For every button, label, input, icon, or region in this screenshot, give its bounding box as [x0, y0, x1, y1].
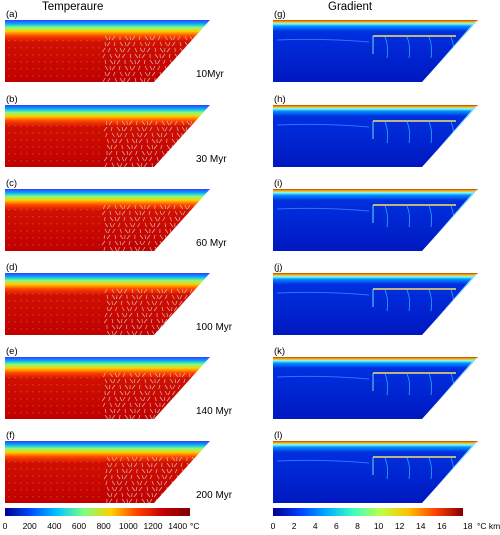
- temperature-field: [5, 20, 210, 82]
- temperature-field: [5, 273, 210, 335]
- panel-label-b: (b): [6, 94, 18, 105]
- time-label: 140 Myr: [196, 406, 233, 417]
- temperature-colorbar-tick: 400: [47, 521, 62, 531]
- temperature-colorbar-tick: 0: [2, 521, 8, 531]
- panel-label-j: (j): [274, 262, 283, 273]
- gradient-field: [273, 105, 478, 167]
- gradient-colorbar-tick: 14: [416, 521, 426, 531]
- temperature-colorbar-tick: 1400: [168, 521, 188, 531]
- gradient-colorbar-tick: 2: [291, 521, 297, 531]
- temperature-field-panel: [5, 189, 210, 251]
- temperature-field: [5, 105, 210, 167]
- temperature-field-panel: [5, 105, 210, 167]
- gradient-field-panel: [273, 441, 478, 503]
- gradient-field: [273, 273, 478, 335]
- gradient-colorbar-unit: °C km-1: [477, 521, 500, 531]
- panel-label-h: (h): [274, 94, 286, 105]
- time-label: 30 Myr: [196, 154, 227, 165]
- temperature-colorbar-tick: 200: [22, 521, 37, 531]
- temperature-field-panel: [5, 357, 210, 419]
- temperature-colorbar: [5, 508, 190, 516]
- gradient-colorbar-tick: 6: [333, 521, 339, 531]
- temperature-colorbar-tick: 600: [71, 521, 87, 531]
- gradient-colorbar-tick: 4: [312, 521, 318, 531]
- gradient-field-panel: [273, 273, 478, 335]
- gradient-header: Gradient: [328, 1, 373, 13]
- panel-label-a: (a): [6, 9, 18, 20]
- gradient-field: [273, 189, 478, 251]
- gradient-field: [273, 357, 478, 419]
- temperature-colorbar-tick: 800: [96, 521, 111, 531]
- gradient-colorbar-tick: 8: [355, 521, 360, 531]
- gradient-colorbar-tick: 0: [270, 521, 276, 531]
- gradient-field-panel: [273, 20, 478, 82]
- gradient-colorbar: [273, 508, 463, 516]
- panel-label-f: (f): [6, 430, 15, 441]
- temperature-field-panel: [5, 20, 210, 82]
- temperature-header: Temperaure: [42, 1, 104, 13]
- panel-label-g: (g): [274, 9, 286, 20]
- gradient-field-panel: [273, 189, 478, 251]
- time-label: 200 Myr: [196, 490, 233, 501]
- temperature-colorbar-tick: 1000: [118, 521, 138, 531]
- panel-label-l: (l): [274, 430, 283, 441]
- temperature-field-panel: [5, 441, 210, 503]
- gradient-field: [273, 441, 478, 503]
- time-label: 100 Myr: [196, 322, 233, 333]
- panel-label-e: (e): [6, 346, 18, 357]
- gradient-field-panel: [273, 105, 478, 167]
- time-label: 10Myr: [196, 69, 224, 80]
- time-label: 60 Myr: [196, 238, 227, 249]
- temperature-colorbar-unit: °C: [190, 521, 200, 531]
- temperature-field: [5, 441, 210, 503]
- panel-label-c: (c): [6, 178, 18, 189]
- gradient-colorbar-end-tick: 18: [463, 521, 473, 531]
- temperature-field-panel: [5, 273, 210, 335]
- panel-label-d: (d): [6, 262, 18, 273]
- gradient-colorbar-tick: 16: [437, 521, 447, 531]
- gradient-colorbar-tick: 10: [373, 521, 384, 531]
- temperature-colorbar-tick: 1200: [143, 521, 163, 531]
- gradient-colorbar-tick: 12: [394, 521, 405, 531]
- gradient-field: [273, 20, 478, 82]
- panel-label-i: (i): [274, 178, 283, 189]
- temperature-field: [5, 189, 210, 251]
- panel-label-k: (k): [274, 346, 286, 357]
- gradient-field-panel: [273, 357, 478, 419]
